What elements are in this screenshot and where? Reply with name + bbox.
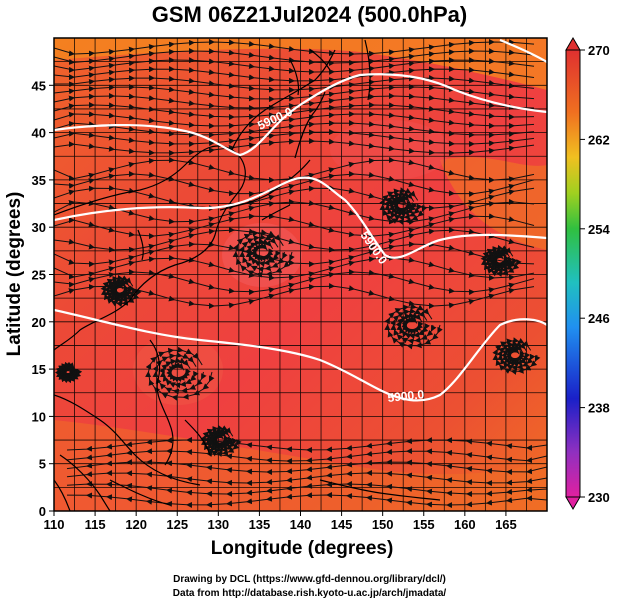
y-tick-label: 20 [32, 315, 46, 330]
x-tick-label: 155 [413, 517, 435, 532]
x-axis-label: Longitude (degrees) [211, 538, 394, 559]
contour-label: 5900.0 [387, 387, 425, 405]
colorbar-label: 270 [588, 43, 610, 58]
x-tick-label: 150 [372, 517, 394, 532]
x-tick-label: 160 [454, 517, 476, 532]
colorbar-label: 238 [588, 401, 610, 416]
credit-data-source: Data from http://database.rish.kyoto-u.a… [172, 588, 447, 599]
temperature-field: 5900.0 5900.0 5900.0 [54, 38, 547, 511]
credit-dcl: Drawing by DCL (https://www.gfd-dennou.o… [173, 574, 446, 585]
streamline [54, 361, 83, 384]
x-tick-label: 125 [166, 517, 188, 532]
y-tick-label: 10 [32, 409, 46, 424]
y-tick-label: 0 [39, 504, 46, 519]
y-tick-label: 45 [32, 78, 46, 93]
x-tick-label: 110 [44, 517, 65, 532]
y-tick-label: 15 [32, 362, 46, 377]
streamline [480, 244, 522, 278]
y-tick-label: 5 [39, 457, 46, 472]
x-tick-label: 165 [495, 517, 517, 532]
y-axis-label: Latitude (degrees) [4, 192, 25, 357]
colorbar-label: 246 [588, 311, 610, 326]
y-tick-label: 35 [32, 173, 46, 188]
contour-lines [54, 38, 547, 402]
y-tick-label: 30 [32, 220, 46, 235]
streamline [54, 138, 535, 157]
streamline [492, 337, 541, 375]
streamline [145, 346, 215, 401]
y-tick-label: 40 [32, 126, 46, 141]
x-tick-label: 140 [290, 517, 312, 532]
streamline [66, 492, 547, 509]
wind-streamlines [54, 38, 547, 509]
x-tick-label: 130 [207, 517, 229, 532]
x-tick-label: 115 [85, 517, 106, 532]
x-tick-label: 145 [331, 517, 353, 532]
map-title: GSM 06Z21Jul2024 (500.0hPa) [151, 2, 468, 27]
streamline [232, 229, 295, 278]
x-tick-label: 135 [249, 517, 271, 532]
streamline [66, 459, 547, 476]
colorbar-label: 230 [588, 490, 610, 505]
streamline [379, 187, 428, 225]
colorbar-label: 254 [588, 222, 610, 237]
x-tick-label: 120 [125, 517, 147, 532]
y-axis-ticks: 0 5 10 15 20 25 30 35 40 45 [32, 78, 54, 519]
streamline [384, 303, 443, 350]
colorbar-label: 262 [588, 132, 610, 147]
x-axis-ticks: 110 115 120 125 130 135 140 145 150 155 160 165 [44, 511, 517, 532]
colorbar: 270 262 254 246 238 230 [565, 37, 610, 510]
y-tick-label: 25 [32, 268, 46, 283]
